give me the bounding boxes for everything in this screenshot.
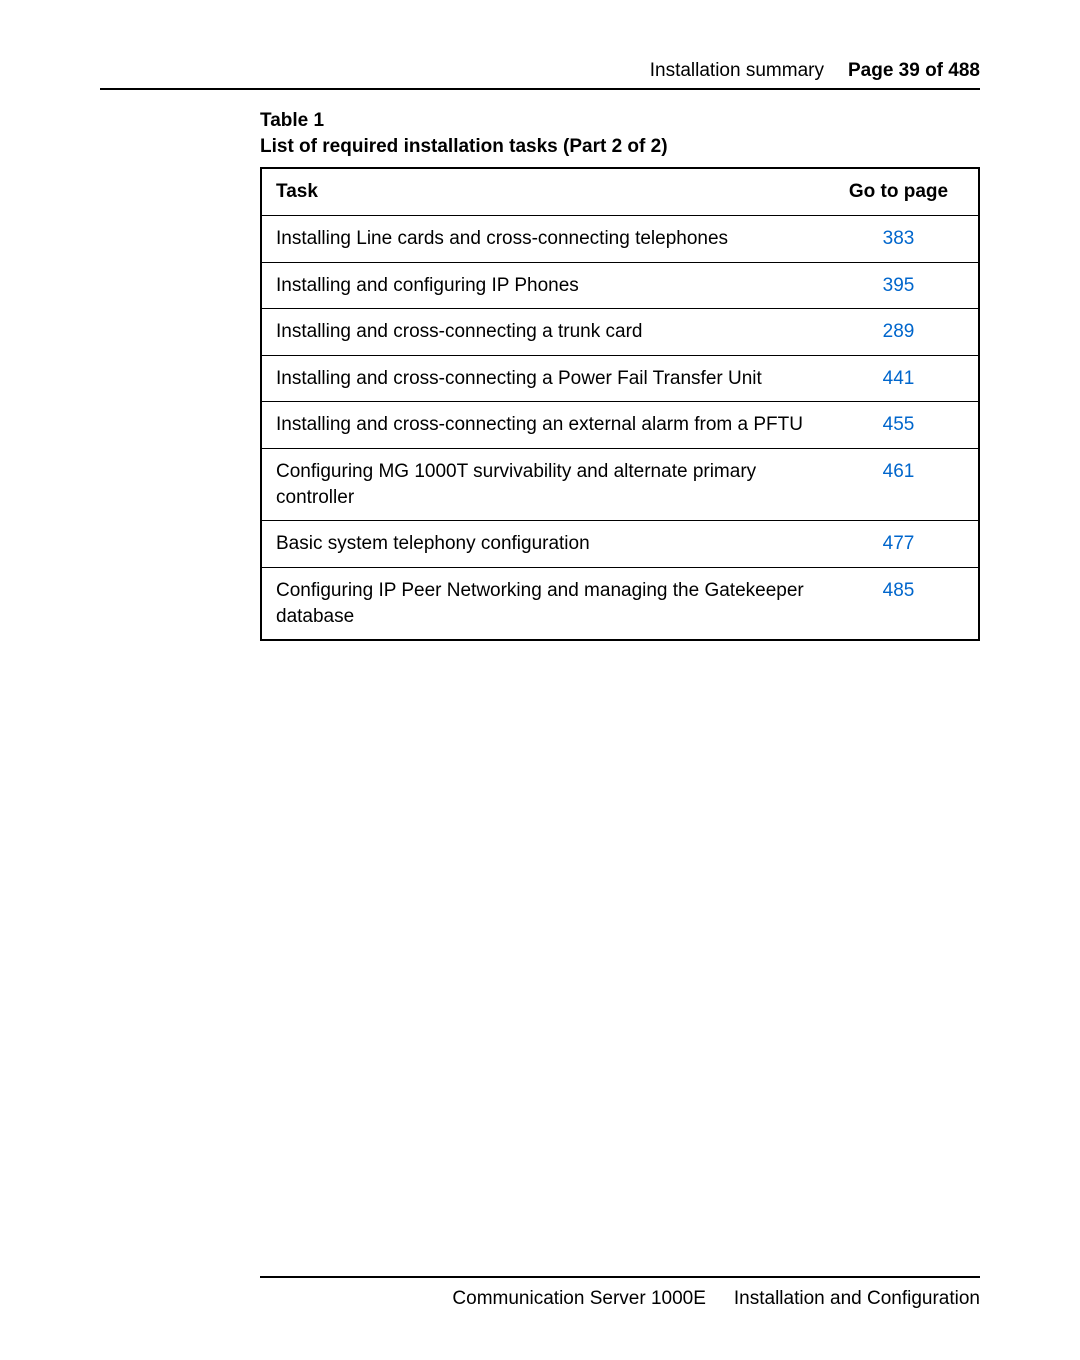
table-row: Installing and configuring IP Phones 395 <box>261 262 979 309</box>
col-header-page: Go to page <box>819 168 979 215</box>
page-cell: 461 <box>819 449 979 521</box>
col-header-task: Task <box>261 168 819 215</box>
header-rule <box>100 88 980 90</box>
footer-doc-title: Installation and Configuration <box>734 1288 980 1310</box>
table-row: Configuring MG 1000T survivability and a… <box>261 449 979 521</box>
task-cell: Installing and configuring IP Phones <box>261 262 819 309</box>
content-area: Table 1 List of required installation ta… <box>260 108 980 641</box>
footer-rule <box>260 1276 980 1278</box>
footer-text-row: Communication Server 1000E Installation … <box>100 1288 980 1310</box>
task-cell: Configuring MG 1000T survivability and a… <box>261 449 819 521</box>
task-cell: Basic system telephony configuration <box>261 521 819 568</box>
page-cell: 383 <box>819 215 979 262</box>
task-cell: Installing Line cards and cross-connecti… <box>261 215 819 262</box>
header-page-number: Page 39 of 488 <box>848 60 980 82</box>
page: Installation summary Page 39 of 488 Tabl… <box>0 0 1080 1360</box>
table-row: Basic system telephony configuration 477 <box>261 521 979 568</box>
page-link[interactable]: 289 <box>883 321 915 342</box>
page-link[interactable]: 477 <box>883 533 915 554</box>
table-row: Installing Line cards and cross-connecti… <box>261 215 979 262</box>
table-row: Installing and cross-connecting a trunk … <box>261 309 979 356</box>
table-row: Installing and cross-connecting an exter… <box>261 402 979 449</box>
tasks-table: Task Go to page Installing Line cards an… <box>260 167 980 641</box>
page-cell: 455 <box>819 402 979 449</box>
page-link[interactable]: 441 <box>883 368 915 389</box>
task-cell: Installing and cross-connecting a trunk … <box>261 309 819 356</box>
page-cell: 395 <box>819 262 979 309</box>
page-link[interactable]: 455 <box>883 414 915 435</box>
page-cell: 289 <box>819 309 979 356</box>
table-caption: Table 1 List of required installation ta… <box>260 108 980 159</box>
page-header: Installation summary Page 39 of 488 <box>260 60 980 82</box>
table-header-row: Task Go to page <box>261 168 979 215</box>
table-caption-line2: List of required installation tasks (Par… <box>260 134 980 160</box>
page-link[interactable]: 383 <box>883 228 915 249</box>
page-link[interactable]: 485 <box>883 580 915 601</box>
page-cell: 477 <box>819 521 979 568</box>
table-row: Installing and cross-connecting a Power … <box>261 355 979 402</box>
task-cell: Installing and cross-connecting an exter… <box>261 402 819 449</box>
page-cell: 485 <box>819 568 979 641</box>
task-cell: Configuring IP Peer Networking and manag… <box>261 568 819 641</box>
page-cell: 441 <box>819 355 979 402</box>
task-cell: Installing and cross-connecting a Power … <box>261 355 819 402</box>
table-caption-line1: Table 1 <box>260 108 980 134</box>
page-link[interactable]: 461 <box>883 461 915 482</box>
header-section-title: Installation summary <box>650 60 824 82</box>
footer-product: Communication Server 1000E <box>452 1288 705 1310</box>
page-link[interactable]: 395 <box>883 275 915 296</box>
page-footer: Communication Server 1000E Installation … <box>100 1268 980 1310</box>
table-row: Configuring IP Peer Networking and manag… <box>261 568 979 641</box>
